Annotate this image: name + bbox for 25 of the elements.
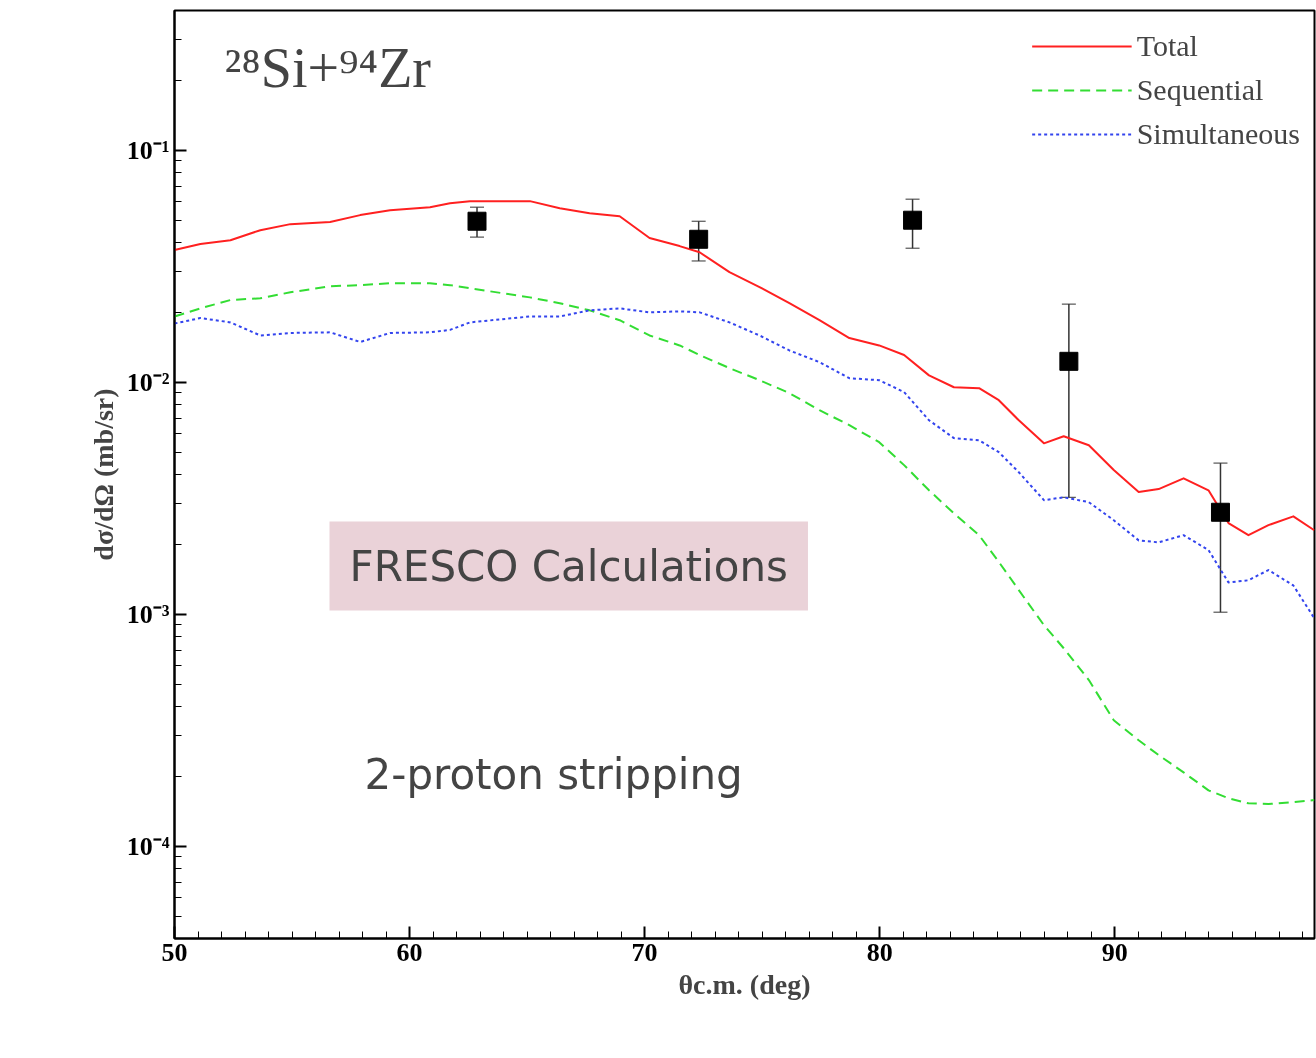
- legend-label: Simultaneous: [1136, 116, 1300, 152]
- x-tick-label: 80: [866, 937, 893, 967]
- y-tick-label: 10⁻⁴: [126, 831, 170, 861]
- x-tick-label: 90: [1101, 937, 1128, 967]
- x-tick-label: 50: [161, 937, 188, 967]
- text: ²⁸Si+⁹⁴Zr: [224, 36, 432, 99]
- line-series: [174, 307, 1315, 620]
- point: [689, 229, 709, 249]
- y-axis-title: dσ/dΩ (mb/sr): [87, 388, 119, 561]
- y-tick-label: 10⁻¹: [126, 135, 170, 165]
- x-axis-title: θc.m. (deg): [678, 968, 811, 1000]
- y-tick-label: 10⁻²: [126, 367, 170, 397]
- point: [1210, 502, 1230, 522]
- line-series: [174, 282, 1315, 805]
- x-tick-label: 60: [396, 937, 423, 967]
- legend-label: Total: [1136, 28, 1198, 64]
- legend-label: Sequential: [1136, 72, 1264, 108]
- point: [903, 210, 923, 230]
- x-tick-label: 70: [631, 937, 658, 967]
- annotation: FRESCO Calculations: [349, 541, 788, 591]
- annotation: 2-proton stripping: [364, 749, 743, 799]
- line-series: [174, 200, 1315, 537]
- point: [1059, 351, 1079, 371]
- point: [467, 211, 487, 231]
- y-tick-label: 10⁻³: [126, 599, 170, 629]
